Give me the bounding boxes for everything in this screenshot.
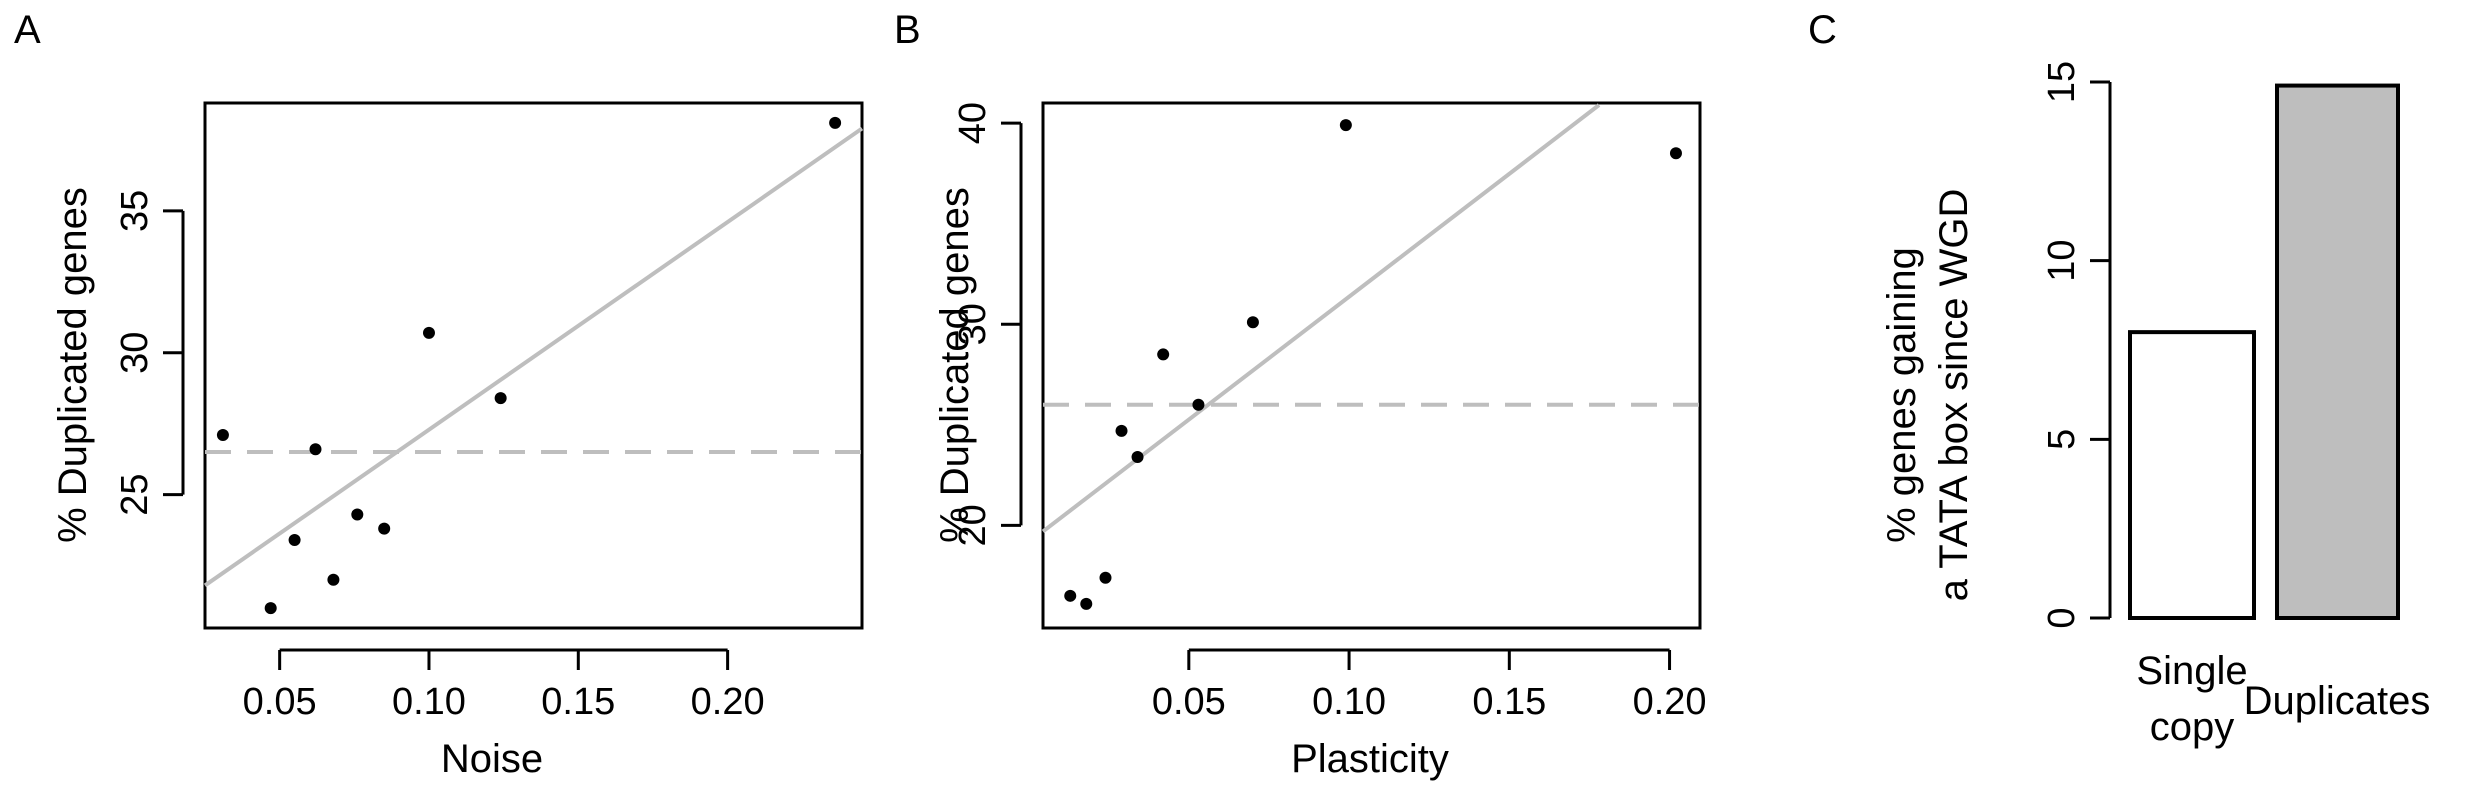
panel-b-data-point — [1080, 597, 1093, 610]
panel-c-category-label: copy — [2150, 705, 2235, 749]
panel-b-regression-line — [1041, 103, 1601, 534]
panel-a-data-point — [494, 392, 507, 405]
panel-b-x-tick-label: 0.15 — [1472, 681, 1546, 723]
panel-b-y-tick-label: 20 — [952, 504, 994, 546]
panel-a-data-point — [309, 443, 322, 456]
panel-a-regression-line — [203, 126, 864, 588]
panel-b-y-tick-label: 30 — [952, 303, 994, 345]
panel-a-data-point — [351, 508, 364, 521]
panel-c-category-label: Duplicates — [2244, 679, 2431, 723]
panel-a-plot-box — [203, 101, 864, 630]
panel-a-y-tick-label: 35 — [114, 190, 156, 232]
panel-a-x-tick-label: 0.05 — [243, 681, 317, 723]
panel-b-y-axis-title: % Duplicated genes — [933, 187, 977, 543]
panel-a-data-point — [216, 429, 229, 442]
panel-a-data-point — [422, 326, 435, 339]
panel-b-x-tick-label: 0.10 — [1312, 681, 1386, 723]
panel-a: A 0.05 0.10 0.15 0.20 25 30 35 Noise % Duplic… — [14, 8, 864, 781]
panel-c-bar-single-copy — [2128, 330, 2256, 620]
panel-a-data-point — [829, 116, 842, 129]
panel-c-y-tick-label: 0 — [2041, 607, 2083, 628]
panel-b-data-point — [1115, 424, 1128, 437]
panel-a-data-point — [288, 534, 301, 547]
panel-c-y-tick-label: 15 — [2041, 61, 2083, 103]
panel-a-data-point — [264, 602, 277, 615]
panel-c-category-label: Single — [2136, 649, 2247, 693]
panel-c-bar-duplicates — [2275, 83, 2400, 621]
panel-b-data-point — [1099, 571, 1112, 584]
panel-c-y-axis-title-line-2: a TATA box since WGD — [1932, 189, 1976, 602]
panel-a-y-tick-label: 25 — [114, 473, 156, 515]
panel-b-data-point — [1157, 348, 1170, 361]
panel-a-data-point — [327, 573, 340, 586]
panel-c-y-tick-label: 10 — [2041, 240, 2083, 282]
panel-b-x-tick-label: 0.05 — [1152, 681, 1226, 723]
panel-b-letter: B — [894, 8, 921, 52]
panel-b-data-point — [1192, 398, 1205, 411]
panel-b: B 0.05 0.10 0.15 0.20 20 30 40 Plasticity % D… — [894, 8, 1707, 781]
panel-b-x-tick-label: 0.20 — [1633, 681, 1707, 723]
panel-b-data-point — [1246, 316, 1259, 329]
panel-c-letter: C — [1808, 8, 1837, 52]
panel-c-y-axis-title-line-1: % genes gaining — [1880, 247, 1924, 543]
panel-b-data-point — [1064, 589, 1077, 602]
panel-b-data-point — [1131, 451, 1144, 464]
panel-a-x-axis-title: Noise — [441, 737, 543, 781]
panel-a-y-axis-title: % Duplicated genes — [51, 187, 95, 543]
panel-a-letter: A — [14, 8, 41, 52]
panel-b-data-point — [1669, 147, 1682, 160]
panel-a-x-tick-label: 0.10 — [392, 681, 466, 723]
panel-b-data-point — [1339, 119, 1352, 132]
panel-b-x-axis-title: Plasticity — [1291, 737, 1449, 781]
panel-c-y-tick-label: 5 — [2041, 429, 2083, 450]
panel-a-data-point — [378, 522, 391, 535]
panel-a-y-tick-label: 30 — [114, 332, 156, 374]
panel-b-plot-box — [1041, 101, 1702, 630]
panel-a-x-tick-label: 0.15 — [541, 681, 615, 723]
panel-b-y-tick-label: 40 — [952, 102, 994, 144]
panel-a-x-tick-label: 0.20 — [691, 681, 765, 723]
